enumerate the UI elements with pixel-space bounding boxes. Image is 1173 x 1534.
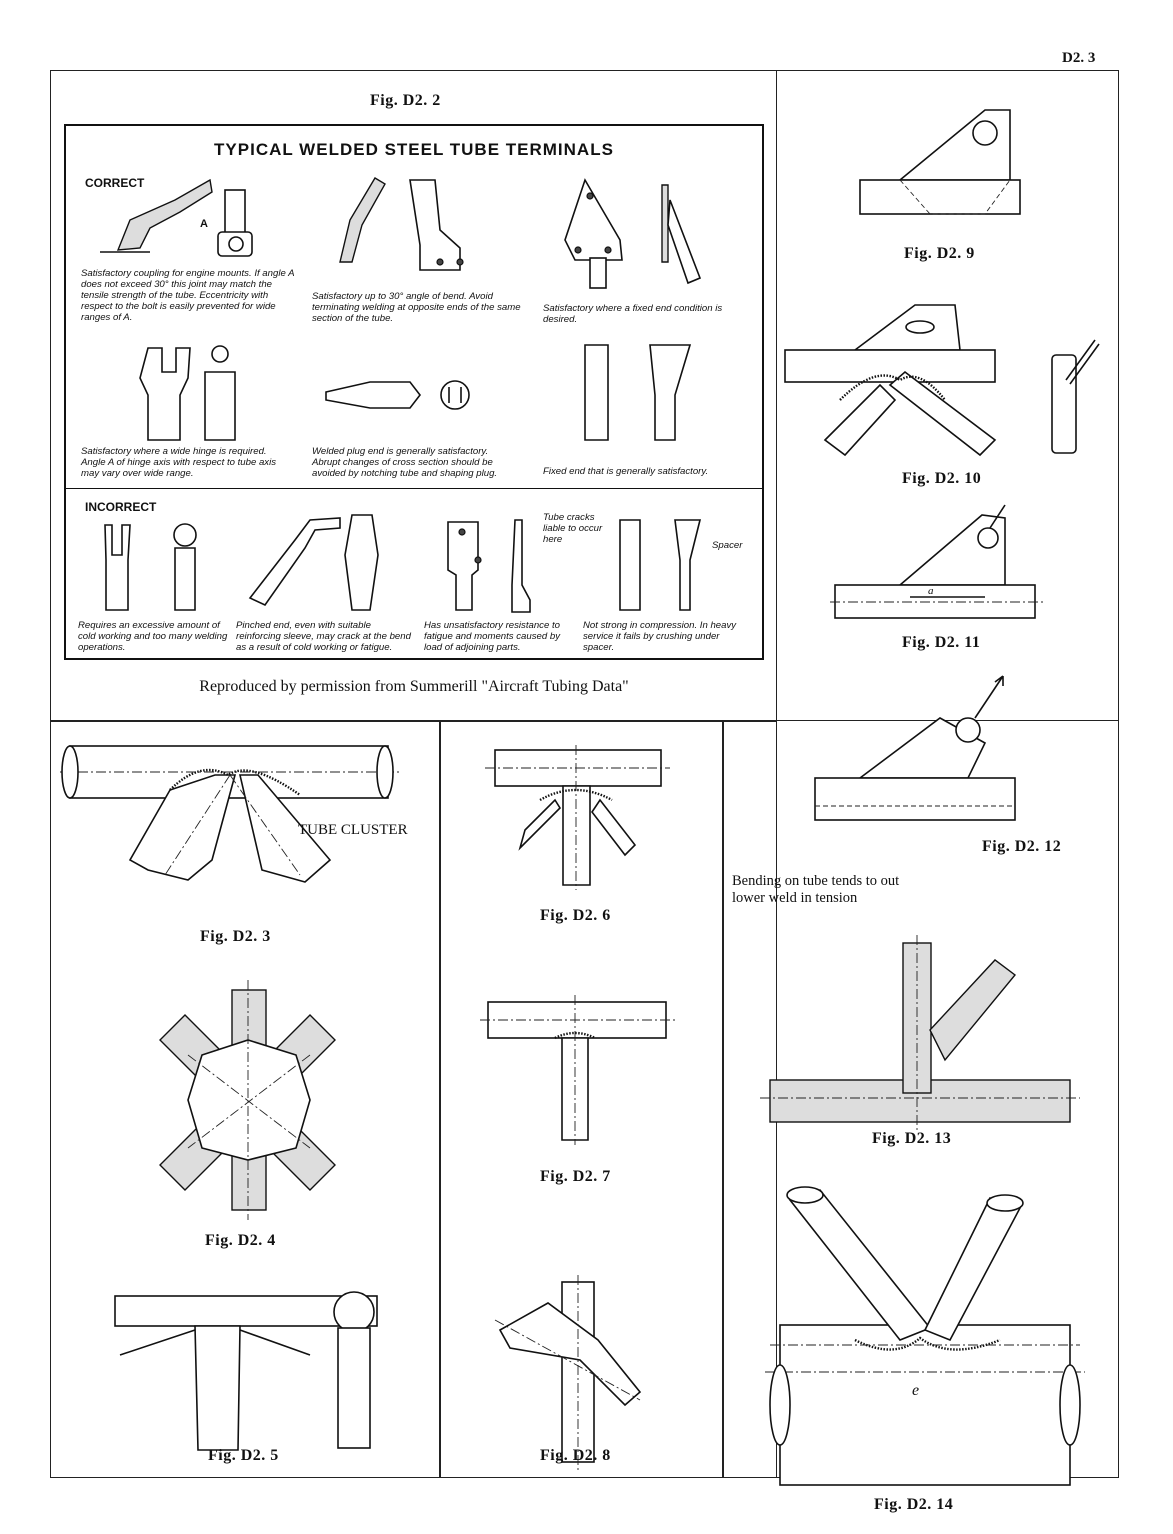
fig-d2-7-drawing <box>480 995 675 1145</box>
fig-d2-8-caption: Fig. D2. 8 <box>540 1447 611 1464</box>
fig-d2-6-caption: Fig. D2. 6 <box>540 907 611 924</box>
fig-d2-11-drawing <box>830 504 1045 619</box>
terminals-chart <box>64 124 764 660</box>
fig-d2-6-drawing <box>485 745 670 890</box>
fig-d2-14-caption: Fig. D2. 14 <box>874 1496 954 1513</box>
fig-d2-11-caption: Fig. D2. 11 <box>902 634 981 651</box>
middle-column-panel <box>439 720 724 1478</box>
fig-d2-13-caption: Fig. D2. 13 <box>872 1130 952 1147</box>
pinched-tube-drawing <box>248 517 341 607</box>
fig-d2-12-caption: Fig. D2. 12 <box>982 838 1062 855</box>
note-wide-hinge: Satisfactory where a wide hinge is requi… <box>81 446 277 479</box>
bending-note: Bending on tube tends to out lower weld … <box>732 873 900 906</box>
note-bend-30: Satisfactory up to 30° angle of bend. Av… <box>312 291 521 324</box>
note-engine-mount: Satisfactory coupling for engine mounts.… <box>81 268 295 323</box>
spacer-label: Spacer <box>712 540 743 551</box>
dim-e-label: e <box>912 1382 920 1399</box>
fig-d2-9-caption: Fig. D2. 9 <box>904 245 975 262</box>
fig-d2-2-caption: Fig. D2. 2 <box>370 92 441 109</box>
credit-line: Reproduced by permission from Summerill … <box>199 678 629 695</box>
incorrect-heading: INCORRECT <box>85 500 157 514</box>
fig-d2-9-drawing <box>859 109 1021 215</box>
fig-d2-10-caption: Fig. D2. 10 <box>902 470 982 487</box>
angle-a-label: A <box>200 218 208 230</box>
fig-d2-10-drawing <box>784 304 1100 457</box>
note-fatigue: Has unsatisfactory resistance to fatigue… <box>424 620 560 653</box>
gusset-tee-drawing <box>114 1291 378 1451</box>
note-fixed-end: Satisfactory where a fixed end condition… <box>543 303 723 325</box>
flattened-tube-drawing <box>447 521 479 611</box>
fig-d2-12-drawing <box>814 675 1016 821</box>
plug-end-drawing <box>325 381 422 409</box>
page-number: D2. 3 <box>1062 50 1096 66</box>
note-pinched-end: Pinched end, even with suitable reinforc… <box>236 620 411 653</box>
fig-d2-5-caption: Fig. D2. 5 <box>208 1447 279 1464</box>
tube-cluster-drawing <box>60 745 400 883</box>
terminals-title: TYPICAL WELDED STEEL TUBE TERMINALS <box>214 140 614 159</box>
fig-d2-7-caption: Fig. D2. 7 <box>540 1168 611 1185</box>
left-column-panel <box>50 720 441 1478</box>
dim-a-label: a <box>928 585 934 597</box>
cross-joint-drawing <box>159 980 336 1220</box>
note-compression: Not strong in compression. In heavy serv… <box>583 620 737 653</box>
note-fixed-end-2: Fixed end that is generally satisfactory… <box>543 466 709 477</box>
correct-heading: CORRECT <box>85 176 145 190</box>
fig-d2-4-caption: Fig. D2. 4 <box>205 1232 276 1249</box>
fixed-end-drawing <box>584 344 609 441</box>
fork-drawing <box>104 524 131 611</box>
fig-d2-14-drawing <box>765 1186 1085 1486</box>
bent-tube-drawing <box>339 177 386 263</box>
chart-divider <box>64 488 764 489</box>
tube-cluster-label: TUBE CLUSTER <box>298 822 408 838</box>
fig-d2-3-caption: Fig. D2. 3 <box>200 928 271 945</box>
tube-crack-note: Tube cracks liable to occur here <box>543 512 603 545</box>
engine-mount-drawing <box>116 178 213 251</box>
wide-hinge-drawing <box>139 347 191 441</box>
fig-d2-13-drawing <box>760 935 1080 1130</box>
spacer-tube-drawing <box>619 519 641 611</box>
note-plug-end: Welded plug end is generally satisfactor… <box>312 446 498 479</box>
fig-d2-8-drawing <box>494 1275 642 1470</box>
note-cold-working: Requires an excessive amount of cold wor… <box>78 620 228 653</box>
